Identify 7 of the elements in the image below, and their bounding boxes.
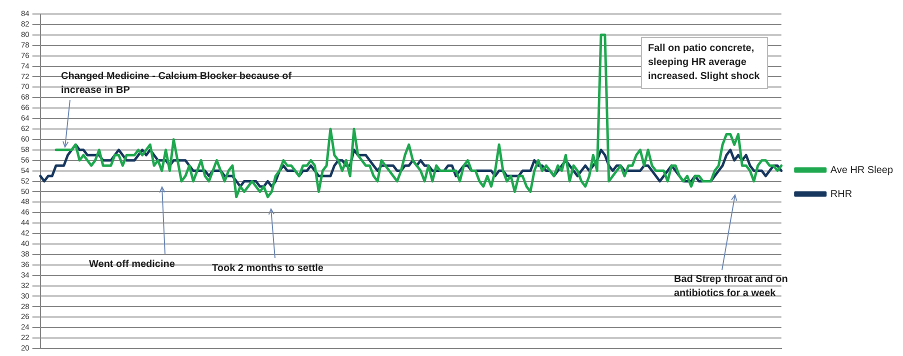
annotation: Fall on patio concrete, sleeping HR average increased. Slight shock <box>641 37 768 89</box>
annotation: Bad Strep throat and on antibiotics for a week <box>674 273 789 301</box>
legend-label: RHR <box>830 188 852 200</box>
annotation: Changed Medicine - Calcium Blocker because of increase in BP <box>61 70 293 98</box>
annotation: Took 2 months to settle <box>212 262 324 276</box>
legend-label: Ave HR Sleep <box>830 164 894 176</box>
annotation: Went off medicine <box>89 258 176 272</box>
